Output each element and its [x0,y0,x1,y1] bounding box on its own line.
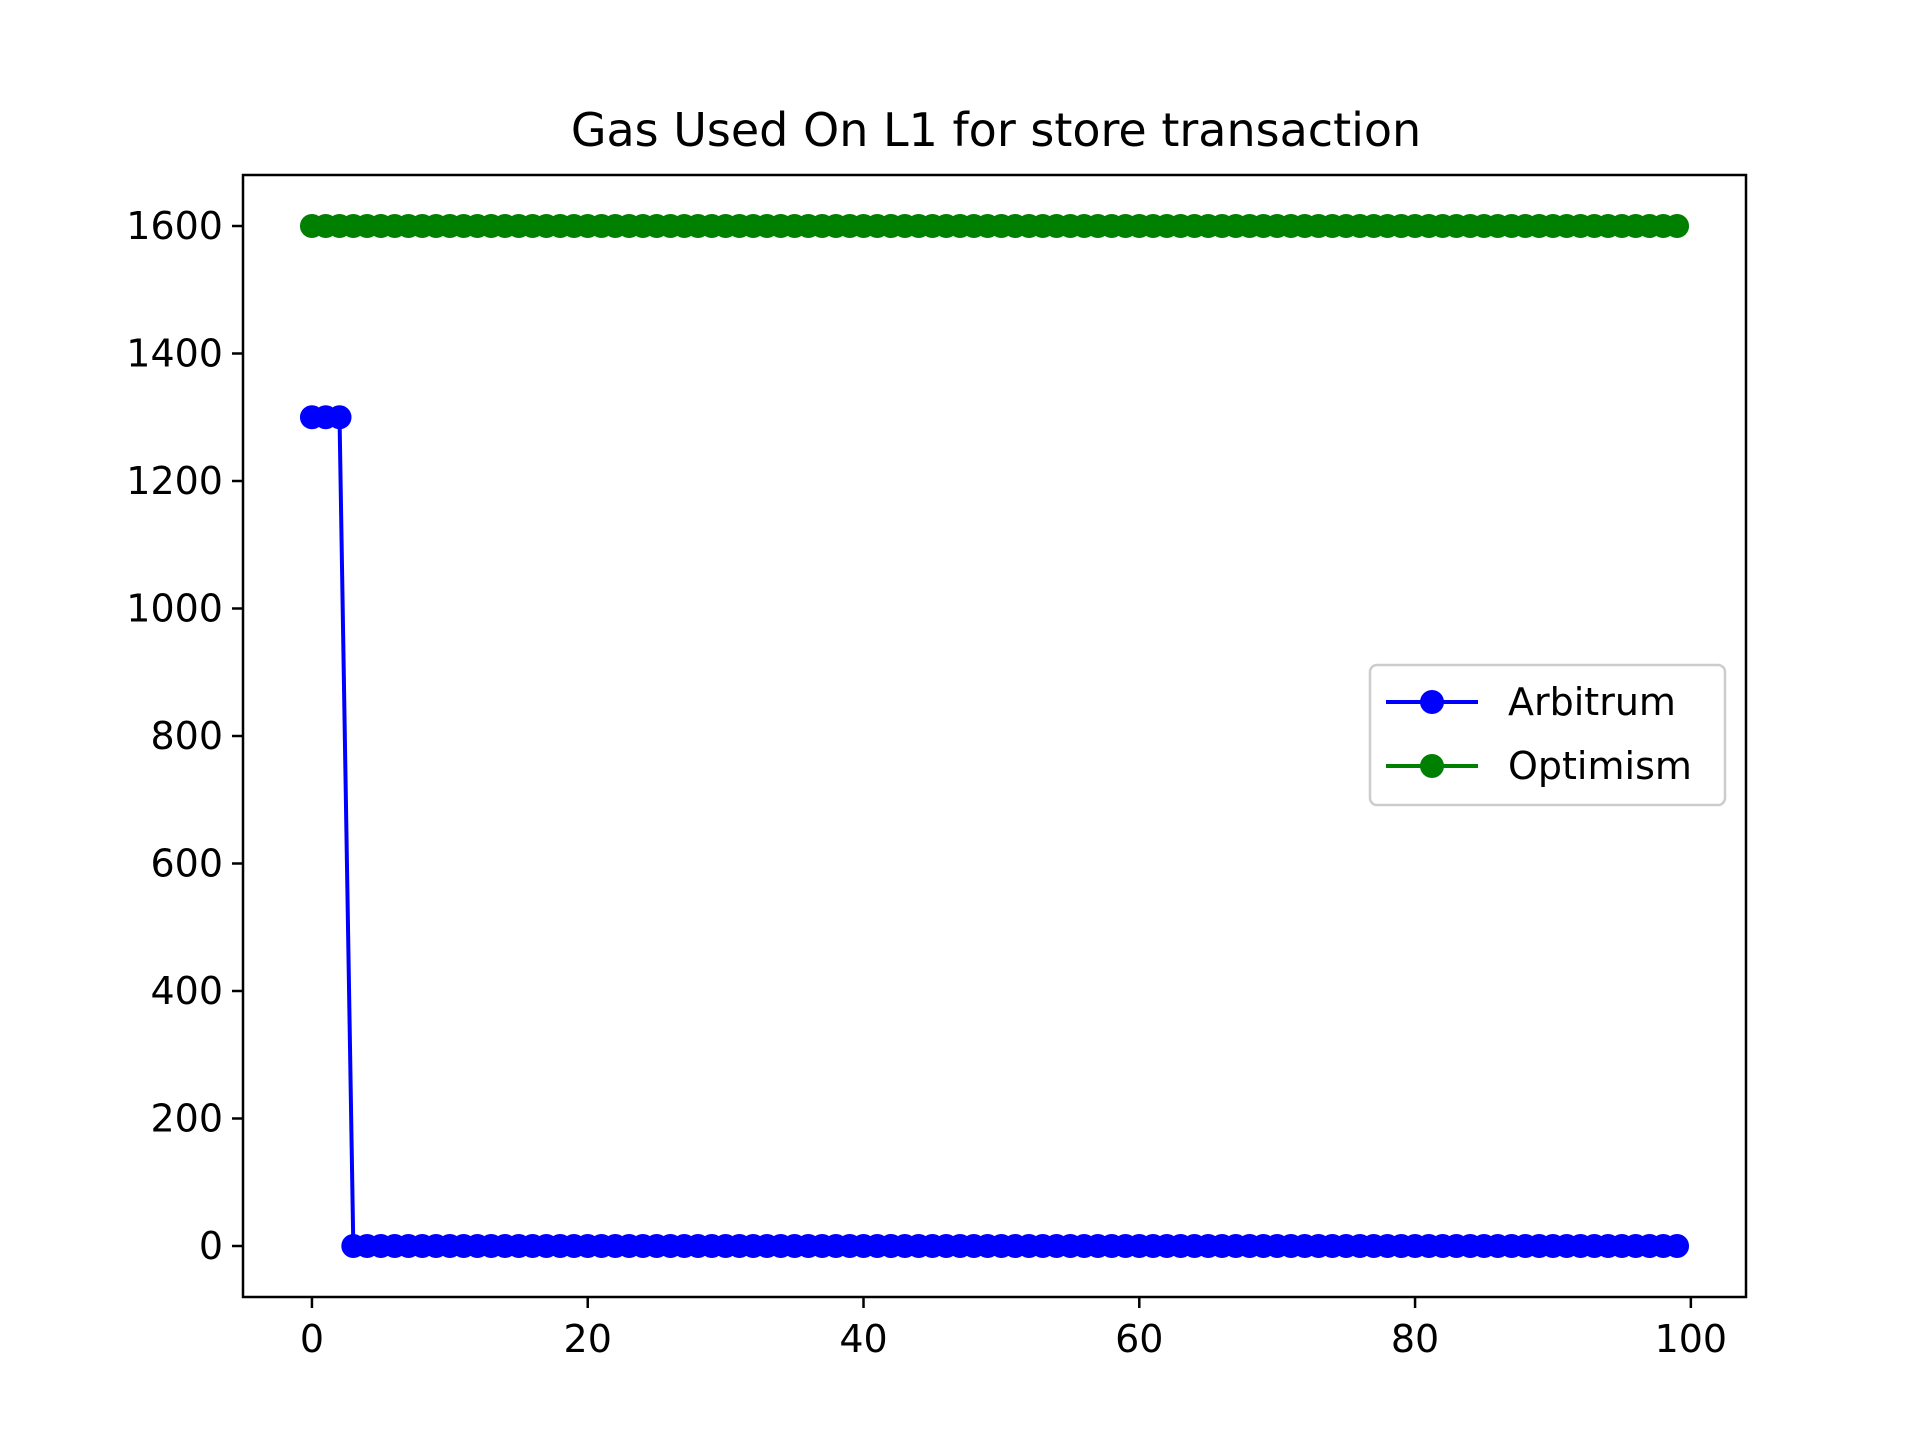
y-tick-label: 1000 [126,587,223,631]
x-axis: 0 20 40 60 80 100 [300,1297,1727,1361]
y-axis: 0 200 400 600 800 1000 1200 1400 1600 [126,204,243,1268]
x-tick-label: 60 [1115,1317,1163,1361]
y-tick-label: 0 [199,1224,223,1268]
arbitrum-point [1665,1234,1690,1258]
y-tick-label: 1400 [126,332,223,376]
arbitrum-point [327,405,352,430]
legend-entries: Arbitrum Optimism [1386,680,1692,788]
optimism-legend-marker [1420,754,1444,778]
x-tick-label: 100 [1655,1317,1728,1361]
optimism-point [1665,214,1690,238]
x-tick-label: 80 [1391,1317,1439,1361]
y-tick-label: 400 [150,969,223,1013]
optimism-legend-label: Optimism [1508,744,1692,788]
y-tick-label: 1200 [126,459,223,503]
legend: Arbitrum Optimism [1368,663,1727,807]
arbitrum-legend-marker [1420,690,1444,714]
y-tick-label: 200 [150,1097,223,1141]
x-tick-label: 0 [300,1317,324,1361]
series-layer [299,214,1690,1258]
arbitrum-series-line [311,415,1678,1248]
x-tick-label: 40 [839,1317,887,1361]
y-tick-label: 1600 [126,204,223,248]
y-tick-label: 600 [150,842,223,886]
y-tick-label: 800 [150,714,223,758]
x-tick-label: 20 [564,1317,612,1361]
chart-title: Gas Used On L1 for store transaction [571,103,1421,157]
arbitrum-legend-label: Arbitrum [1508,680,1676,724]
